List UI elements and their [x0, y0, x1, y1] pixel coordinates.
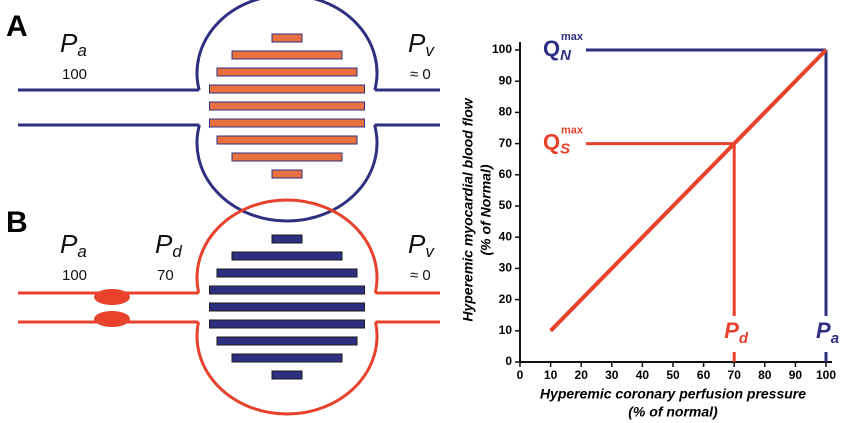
x-tick-label: 0: [517, 368, 524, 382]
x-axis-title: (% of normal): [628, 404, 718, 420]
subscript: a: [77, 242, 86, 261]
capillary: [210, 286, 365, 294]
pressure-symbol: Pa: [60, 229, 87, 262]
y-tick-label: 70: [499, 136, 513, 150]
capillary: [272, 170, 302, 178]
pressure-value: ≈ 0: [410, 66, 431, 83]
y-tick-label: 20: [499, 292, 513, 306]
pressure-label: Pa: [816, 318, 839, 347]
symbol: P: [724, 318, 739, 343]
capillary: [232, 354, 342, 362]
capillary: [232, 252, 342, 260]
y-tick-label: 40: [499, 229, 513, 243]
subscript: a: [77, 41, 86, 60]
capillary: [217, 136, 357, 144]
x-tick-label: 100: [816, 368, 836, 382]
subscript: v: [425, 41, 435, 60]
x-tick-label: 70: [728, 368, 742, 382]
subscript: S: [560, 141, 570, 158]
capillary: [210, 119, 365, 127]
y-tick-label: 100: [492, 42, 512, 56]
stenosis: [94, 289, 130, 305]
capillary: [232, 153, 342, 161]
panel-label: A: [6, 10, 28, 43]
superscript: max: [561, 125, 584, 137]
x-tick-label: 90: [789, 368, 803, 382]
symbol: P: [155, 229, 173, 259]
x-tick-label: 30: [605, 368, 619, 382]
pressure-symbol: Pd: [155, 229, 182, 262]
capillary: [210, 320, 365, 328]
subscript: a: [831, 330, 839, 347]
y-tick-label: 60: [499, 167, 513, 181]
capillary: [272, 371, 302, 379]
y-tick-label: 30: [499, 261, 513, 275]
y-tick-label: 50: [499, 198, 513, 212]
pressure-symbol: Pa: [60, 28, 87, 61]
symbol: Q: [543, 36, 560, 61]
symbol: P: [408, 229, 426, 259]
superscript: max: [561, 31, 584, 43]
data-line: [551, 50, 826, 331]
capillary: [232, 51, 342, 59]
y-tick-label: 80: [499, 105, 513, 119]
x-tick-label: 40: [636, 368, 650, 382]
capillary: [217, 337, 357, 345]
x-tick-label: 10: [544, 368, 558, 382]
capillary: [217, 269, 357, 277]
capillary: [272, 34, 302, 42]
symbol: P: [60, 28, 78, 58]
pressure-value: 100: [62, 66, 87, 83]
pressure-value: ≈ 0: [410, 267, 431, 284]
subscript: d: [739, 330, 749, 347]
symbol: P: [816, 318, 831, 343]
y-tick-label: 90: [499, 73, 513, 87]
x-tick-label: 20: [575, 368, 589, 382]
y-tick-label: 0: [505, 354, 512, 368]
figure: APa100Pv≈ 0BPa100Pd70Pv≈ 001020304050607…: [0, 0, 842, 423]
symbol: P: [60, 229, 78, 259]
y-tick-label: 10: [499, 323, 513, 337]
pressure-label: Pd: [724, 318, 749, 347]
subscript: v: [425, 242, 435, 261]
pressure-symbol: Pv: [408, 28, 435, 61]
capillary: [210, 102, 365, 110]
symbol: P: [408, 28, 426, 58]
subscript: d: [172, 242, 182, 261]
x-tick-label: 50: [666, 368, 680, 382]
capillary: [217, 68, 357, 76]
capillary: [272, 235, 302, 243]
pressure-symbol: Pv: [408, 229, 435, 262]
panel-label: B: [6, 206, 28, 239]
stenosis: [94, 311, 130, 327]
subscript: N: [560, 47, 572, 64]
x-tick-label: 60: [697, 368, 711, 382]
pressure-value: 100: [62, 267, 87, 284]
y-axis-title: (% of Normal): [478, 164, 494, 255]
symbol: Q: [543, 129, 560, 154]
x-tick-label: 80: [758, 368, 772, 382]
pressure-value: 70: [157, 267, 174, 284]
y-axis-title: Hyperemic myocardial blood flow: [460, 97, 476, 321]
capillary: [210, 303, 365, 311]
x-axis-title: Hyperemic coronary perfusion pressure: [540, 386, 806, 402]
capillary: [210, 85, 365, 93]
